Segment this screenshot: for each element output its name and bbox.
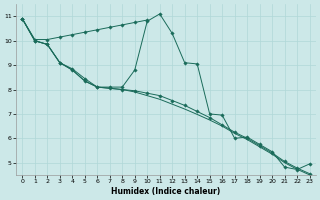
X-axis label: Humidex (Indice chaleur): Humidex (Indice chaleur) [111,187,220,196]
